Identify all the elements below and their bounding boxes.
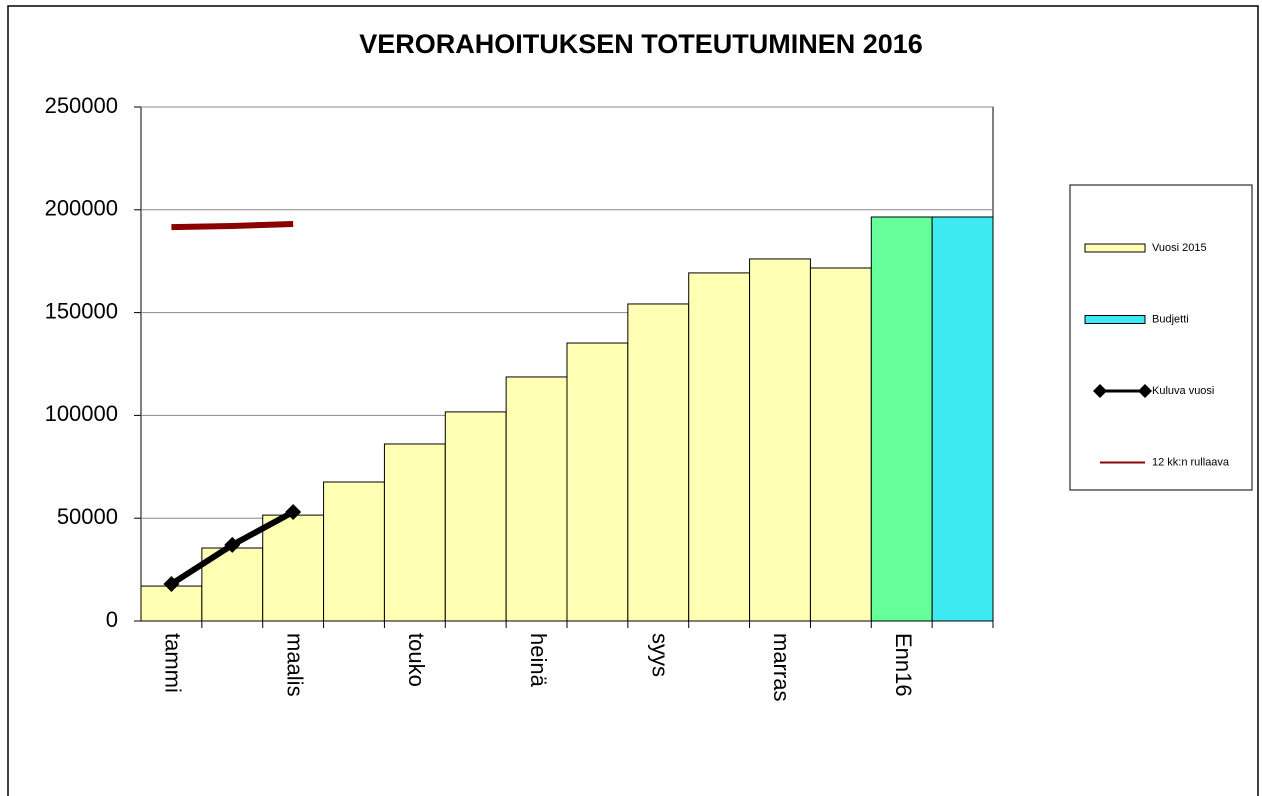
legend-label: Vuosi 2015 [1152, 242, 1207, 254]
x-tick-label: Enn16 [891, 633, 916, 697]
line-marker [224, 536, 241, 553]
legend-swatch [1084, 243, 1146, 253]
chart-title: VERORAHOITUKSEN TOTEUTUMINEN 2016 [359, 29, 923, 59]
bar [566, 342, 629, 622]
bar [749, 258, 811, 622]
line [171, 220, 294, 231]
bar [627, 303, 690, 622]
bar [323, 481, 385, 622]
x-tick-label: heinä [526, 633, 551, 688]
legend-label: Kuluva vuosi [1152, 385, 1214, 397]
y-tick-label: 150000 [45, 298, 118, 323]
bar [505, 376, 568, 622]
bar [688, 272, 751, 622]
x-tick-label: touko [404, 633, 429, 687]
legend-label: 12 kk:n rullaava [1152, 456, 1230, 468]
legend-swatch [1084, 315, 1146, 324]
bar [931, 216, 994, 622]
y-tick-label: 200000 [45, 196, 118, 221]
x-tick-label: tammi [161, 633, 186, 693]
bar [262, 514, 325, 622]
legend-marker [1138, 384, 1152, 398]
bar [383, 443, 446, 622]
x-tick-label: marras [769, 633, 794, 701]
bar [809, 267, 872, 622]
y-tick-label: 250000 [45, 93, 118, 118]
y-tick-label: 100000 [45, 401, 118, 426]
line-marker [285, 504, 302, 521]
bar [444, 411, 507, 622]
bar [870, 216, 933, 622]
legend-box [1069, 184, 1253, 491]
y-tick-label: 50000 [57, 504, 118, 529]
legend-marker [1093, 384, 1107, 398]
x-tick-label: maalis [282, 633, 307, 697]
line-marker [163, 575, 180, 592]
y-tick-label: 0 [106, 607, 118, 632]
legend-label: Budjetti [1152, 313, 1189, 325]
x-tick-label: syys [647, 633, 672, 677]
